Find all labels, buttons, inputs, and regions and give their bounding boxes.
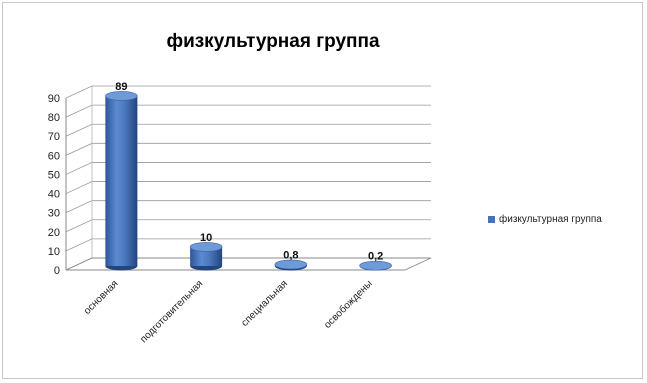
x-tick-label: специальная [240,278,290,328]
bar [105,91,138,271]
bar-top [274,259,308,270]
y-tick-label: 30 [48,208,60,220]
x-tick-label: основная [82,278,121,317]
y-tick-label: 0 [54,265,60,277]
data-label: 0,8 [283,249,298,261]
legend-label: физкультурная группа [499,214,602,225]
bar-body [105,95,138,267]
bar-top [105,91,138,101]
bar [274,259,308,271]
y-tick-label: 50 [48,169,60,181]
data-label: 0,2 [368,251,383,263]
bar-top [359,260,392,271]
legend-swatch [488,216,495,223]
bar [359,260,392,271]
bar-top [189,242,223,252]
y-tick-label: 70 [48,131,60,143]
chart-title: физкультурная группа [166,31,380,52]
data-label: 89 [115,81,127,93]
chart-legend: физкультурная группа [488,214,602,225]
x-tick-label: подготовительная [138,278,205,345]
data-label: 10 [200,232,212,244]
y-tick-label: 10 [48,246,60,258]
bar [189,242,223,271]
bar-body [190,246,223,266]
x-tick-label: освобождены [322,278,375,331]
y-tick-label: 90 [48,93,60,105]
y-tick-label: 80 [48,112,60,124]
y-tick-label: 60 [48,150,60,162]
y-tick-label: 20 [48,227,60,239]
y-tick-label: 40 [48,189,60,201]
